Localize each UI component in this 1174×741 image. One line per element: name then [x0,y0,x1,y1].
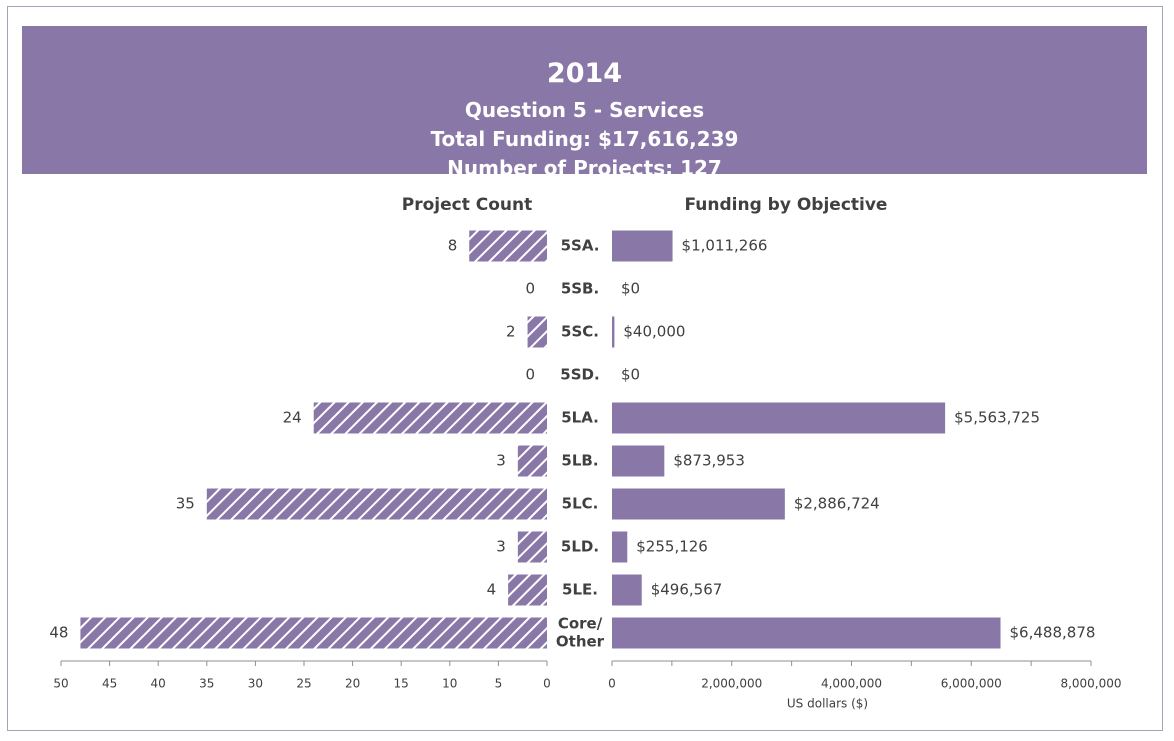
category-label: Core/ [558,615,603,633]
funding-value-label: $0 [621,366,640,384]
count-tick-label: 35 [199,677,214,691]
category-label: 5SB. [561,280,599,298]
count-value-label: 3 [496,452,506,470]
count-bar [469,230,547,262]
count-tick-label: 45 [102,677,117,691]
count-value-label: 8 [448,237,458,255]
funding-bar [612,531,628,563]
funding-tick-label: 2,000,000 [701,677,762,691]
count-value-label: 2 [506,323,516,341]
header-year: 2014 [546,58,623,89]
count-bar [206,488,548,520]
funding-value-label: $496,567 [651,581,723,599]
funding-value-label: $0 [621,280,640,298]
funding-tick-label: 8,000,000 [1060,677,1121,691]
funding-tick-label: 6,000,000 [941,677,1002,691]
category-label: 5LC. [562,495,599,513]
funding-bar [612,574,642,606]
count-tick-label: 50 [53,677,68,691]
count-tick-label: 5 [495,677,503,691]
funding-value-label: $6,488,878 [1010,624,1096,642]
count-bar [517,531,547,563]
count-value-label: 24 [283,409,302,427]
count-bar [517,445,547,477]
funding-bar [612,230,673,262]
funding-tick-label: 4,000,000 [821,677,882,691]
funding-bar [612,445,665,477]
count-bar [313,402,547,434]
category-label: 5LD. [561,538,599,556]
funding-bar [612,402,946,434]
funding-value-label: $255,126 [636,538,708,556]
funding-panel: Funding by Objective $1,011,266 $0 $40,000 $… [608,195,1121,711]
funding-value-label: $873,953 [673,452,745,470]
count-tick-label: 40 [151,677,166,691]
category-label: 5LA. [561,409,599,427]
count-tick-label: 30 [248,677,263,691]
funding-title: Funding by Objective [685,195,888,215]
funding-bar [612,617,1001,649]
funding-value-label: $40,000 [623,323,685,341]
count-value-label: 4 [487,581,497,599]
category-labels: 5SA. 5SB. 5SC. 5SD. 5LA. 5LB. 5LC. 5LD. 5LE. Core… [556,237,605,651]
chart-header: 2014 Question 5 - Services Total Funding… [22,26,1147,178]
count-tick-label: 25 [296,677,311,691]
category-label: Other [556,633,605,651]
funding-value-label: $1,011,266 [682,237,768,255]
header-question: Question 5 - Services [464,98,705,122]
category-label: 5SD. [560,366,599,384]
funding-value-label: $5,563,725 [954,409,1040,427]
count-tick-label: 20 [345,677,360,691]
funding-bar [612,316,615,348]
chart-frame [7,6,1163,731]
count-value-label: 48 [49,624,68,642]
header-number-of-projects: Number of Projects: 127 [447,156,722,180]
funding-value-label: $2,886,724 [794,495,880,513]
header-total-funding: Total Funding: $17,616,239 [430,127,739,151]
count-value-label: 3 [496,538,506,556]
funding-bar [612,488,785,520]
count-value-label: 0 [525,280,535,298]
category-label: 5LE. [562,581,598,599]
count-value-label: 35 [176,495,195,513]
category-label: 5SA. [561,237,600,255]
category-label: 5SC. [561,323,599,341]
count-value-label: 0 [525,366,535,384]
count-bar [527,316,547,348]
count-tick-label: 15 [394,677,409,691]
funding-axis-title: US dollars ($) [787,697,868,711]
category-label: 5LB. [561,452,598,470]
count-tick-label: 0 [543,677,551,691]
project-count-title: Project Count [402,195,533,215]
count-bar [80,617,547,649]
count-tick-label: 10 [442,677,457,691]
funding-tick-label: 0 [608,677,616,691]
count-bar [508,574,547,606]
